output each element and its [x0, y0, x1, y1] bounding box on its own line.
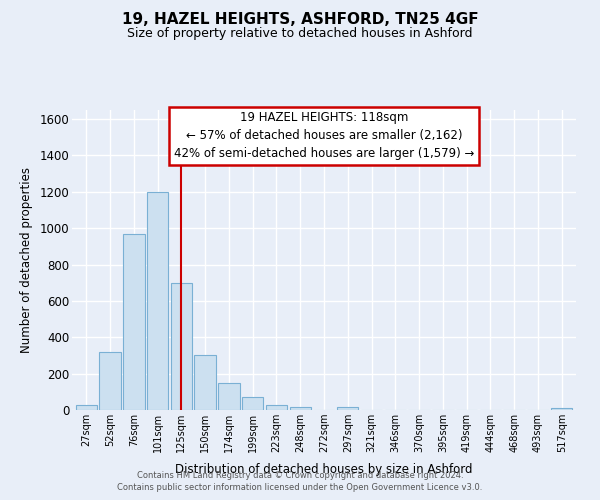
Bar [76, 404, 97, 410]
Bar [123, 234, 145, 410]
Text: Contains HM Land Registry data © Crown copyright and database right 2024.
Contai: Contains HM Land Registry data © Crown c… [118, 471, 482, 492]
Text: Size of property relative to detached houses in Ashford: Size of property relative to detached ho… [127, 28, 473, 40]
Y-axis label: Number of detached properties: Number of detached properties [20, 167, 32, 353]
Bar [242, 398, 263, 410]
Bar [290, 406, 311, 410]
Bar [551, 408, 572, 410]
Text: 19, HAZEL HEIGHTS, ASHFORD, TN25 4GF: 19, HAZEL HEIGHTS, ASHFORD, TN25 4GF [122, 12, 478, 28]
Bar [218, 382, 239, 410]
X-axis label: Distribution of detached houses by size in Ashford: Distribution of detached houses by size … [175, 464, 473, 476]
Bar [100, 352, 121, 410]
Bar [170, 282, 192, 410]
Bar [194, 354, 216, 410]
Bar [337, 408, 358, 410]
Bar [147, 192, 168, 410]
Bar [266, 404, 287, 410]
Text: 19 HAZEL HEIGHTS: 118sqm
← 57% of detached houses are smaller (2,162)
42% of sem: 19 HAZEL HEIGHTS: 118sqm ← 57% of detach… [174, 112, 474, 160]
